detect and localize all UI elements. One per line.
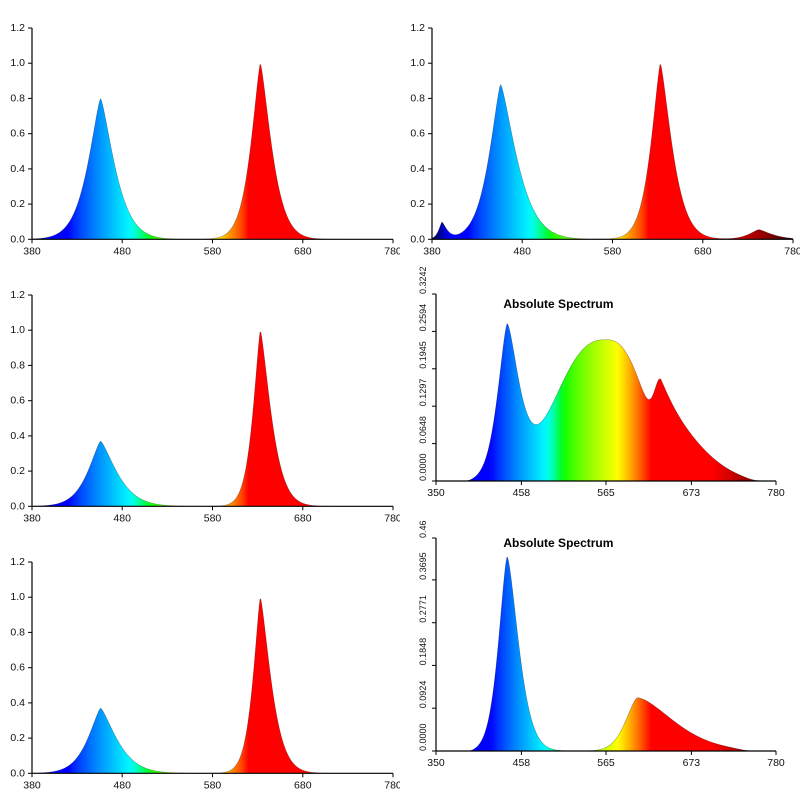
svg-text:0.4: 0.4 xyxy=(10,697,25,709)
svg-text:0.3695: 0.3695 xyxy=(418,552,428,580)
svg-text:480: 480 xyxy=(113,512,131,524)
svg-text:780: 780 xyxy=(767,757,785,769)
svg-text:380: 380 xyxy=(23,512,41,524)
svg-text:480: 480 xyxy=(113,779,131,791)
svg-text:0.1297: 0.1297 xyxy=(418,379,428,407)
svg-text:0.6: 0.6 xyxy=(10,128,25,140)
svg-text:458: 458 xyxy=(513,757,531,769)
svg-text:0.2: 0.2 xyxy=(10,732,25,744)
svg-text:1.0: 1.0 xyxy=(410,57,425,69)
svg-text:0.1945: 0.1945 xyxy=(418,341,428,369)
svg-text:0.4: 0.4 xyxy=(10,163,25,175)
svg-text:Absolute Spectrum: Absolute Spectrum xyxy=(503,536,613,550)
svg-text:0.6: 0.6 xyxy=(10,662,25,674)
svg-text:0.3242: 0.3242 xyxy=(418,266,428,294)
svg-text:380: 380 xyxy=(23,245,41,257)
svg-text:680: 680 xyxy=(294,245,312,257)
svg-text:0.8: 0.8 xyxy=(10,92,25,104)
svg-text:0.0: 0.0 xyxy=(10,233,25,245)
svg-text:480: 480 xyxy=(513,245,531,257)
svg-text:580: 580 xyxy=(204,245,222,257)
svg-text:0.0924: 0.0924 xyxy=(418,681,428,709)
svg-text:0.2: 0.2 xyxy=(10,198,25,210)
svg-text:480: 480 xyxy=(113,245,131,257)
svg-text:0.0: 0.0 xyxy=(10,767,25,779)
svg-text:0.2771: 0.2771 xyxy=(418,595,428,623)
svg-text:0.4: 0.4 xyxy=(410,163,425,175)
svg-text:580: 580 xyxy=(604,245,622,257)
svg-text:0.2594: 0.2594 xyxy=(418,304,428,332)
svg-text:0.0000: 0.0000 xyxy=(418,453,428,481)
svg-text:0.8: 0.8 xyxy=(410,92,425,104)
svg-text:0.6: 0.6 xyxy=(410,128,425,140)
svg-text:380: 380 xyxy=(23,779,41,791)
svg-text:1.0: 1.0 xyxy=(10,591,25,603)
svg-text:0.1848: 0.1848 xyxy=(418,638,428,666)
svg-text:780: 780 xyxy=(767,487,785,499)
svg-text:1.0: 1.0 xyxy=(10,57,25,69)
svg-text:0.2: 0.2 xyxy=(410,198,425,210)
svg-text:680: 680 xyxy=(694,245,712,257)
svg-text:380: 380 xyxy=(423,245,441,257)
svg-text:580: 580 xyxy=(204,779,222,791)
svg-text:673: 673 xyxy=(683,757,701,769)
svg-text:350: 350 xyxy=(427,757,445,769)
svg-text:0.0000: 0.0000 xyxy=(418,723,428,751)
svg-text:0.8: 0.8 xyxy=(10,359,25,371)
svg-text:780: 780 xyxy=(784,245,800,257)
svg-text:580: 580 xyxy=(204,512,222,524)
svg-text:0.6: 0.6 xyxy=(10,395,25,407)
svg-text:565: 565 xyxy=(597,487,615,499)
svg-text:0.0648: 0.0648 xyxy=(418,416,428,444)
svg-text:0.2: 0.2 xyxy=(10,465,25,477)
svg-text:673: 673 xyxy=(683,487,701,499)
svg-text:0.0: 0.0 xyxy=(410,233,425,245)
svg-text:0.8: 0.8 xyxy=(10,626,25,638)
svg-text:Absolute Spectrum: Absolute Spectrum xyxy=(503,297,613,311)
svg-text:0.0: 0.0 xyxy=(10,500,25,512)
svg-text:1.2: 1.2 xyxy=(10,289,25,301)
svg-text:1.2: 1.2 xyxy=(410,22,425,34)
svg-text:350: 350 xyxy=(427,487,445,499)
svg-text:1.2: 1.2 xyxy=(10,22,25,34)
svg-text:680: 680 xyxy=(294,512,312,524)
svg-text:0.46: 0.46 xyxy=(418,520,428,538)
svg-text:0.4: 0.4 xyxy=(10,430,25,442)
svg-text:458: 458 xyxy=(513,487,531,499)
svg-text:680: 680 xyxy=(294,779,312,791)
svg-text:1.0: 1.0 xyxy=(10,324,25,336)
svg-text:1.2: 1.2 xyxy=(10,556,25,568)
svg-text:565: 565 xyxy=(597,757,615,769)
